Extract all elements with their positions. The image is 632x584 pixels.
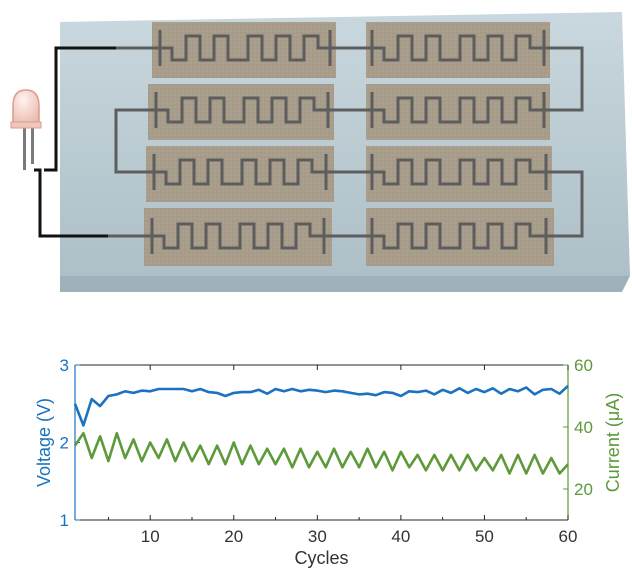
y-left-tick-label: 2 — [60, 434, 69, 453]
device-illustration — [10, 12, 630, 292]
y-right-axis-label: Current (μA) — [603, 393, 623, 492]
electrode-pad — [144, 208, 332, 266]
electrode-pad — [148, 84, 334, 140]
voltage-series-line — [73, 384, 569, 427]
x-axis-label: Cycles — [294, 548, 348, 568]
x-tick-label: 40 — [391, 527, 410, 546]
x-tick-label: 50 — [475, 527, 494, 546]
x-tick-label: 20 — [224, 527, 243, 546]
y-left-tick-label: 3 — [60, 356, 69, 375]
y-right-tick-label: 60 — [574, 356, 593, 375]
led-icon — [10, 89, 42, 170]
electrode-pad — [152, 22, 336, 78]
current-series-line — [73, 431, 569, 475]
y-left-tick-label: 1 — [60, 511, 69, 530]
interconnect-traces — [108, 46, 584, 238]
electrode-pads — [144, 22, 554, 266]
x-tick-label: 10 — [141, 527, 160, 546]
y-left-axis-label: Voltage (V) — [34, 398, 54, 487]
y-right-tick-label: 40 — [574, 418, 593, 437]
voltage-current-chart: 10 20 30 40 50 60 1 2 3 20 40 60 Cycles Voltage (V) Cu… — [34, 356, 623, 568]
electrode-pad — [366, 84, 550, 140]
electrode-pad — [366, 22, 550, 78]
x-tick-label: 60 — [559, 527, 578, 546]
x-tick-label: 30 — [308, 527, 327, 546]
led-wires — [34, 46, 116, 238]
electrode-pad — [146, 146, 334, 202]
y-right-tick-label: 20 — [574, 480, 593, 499]
